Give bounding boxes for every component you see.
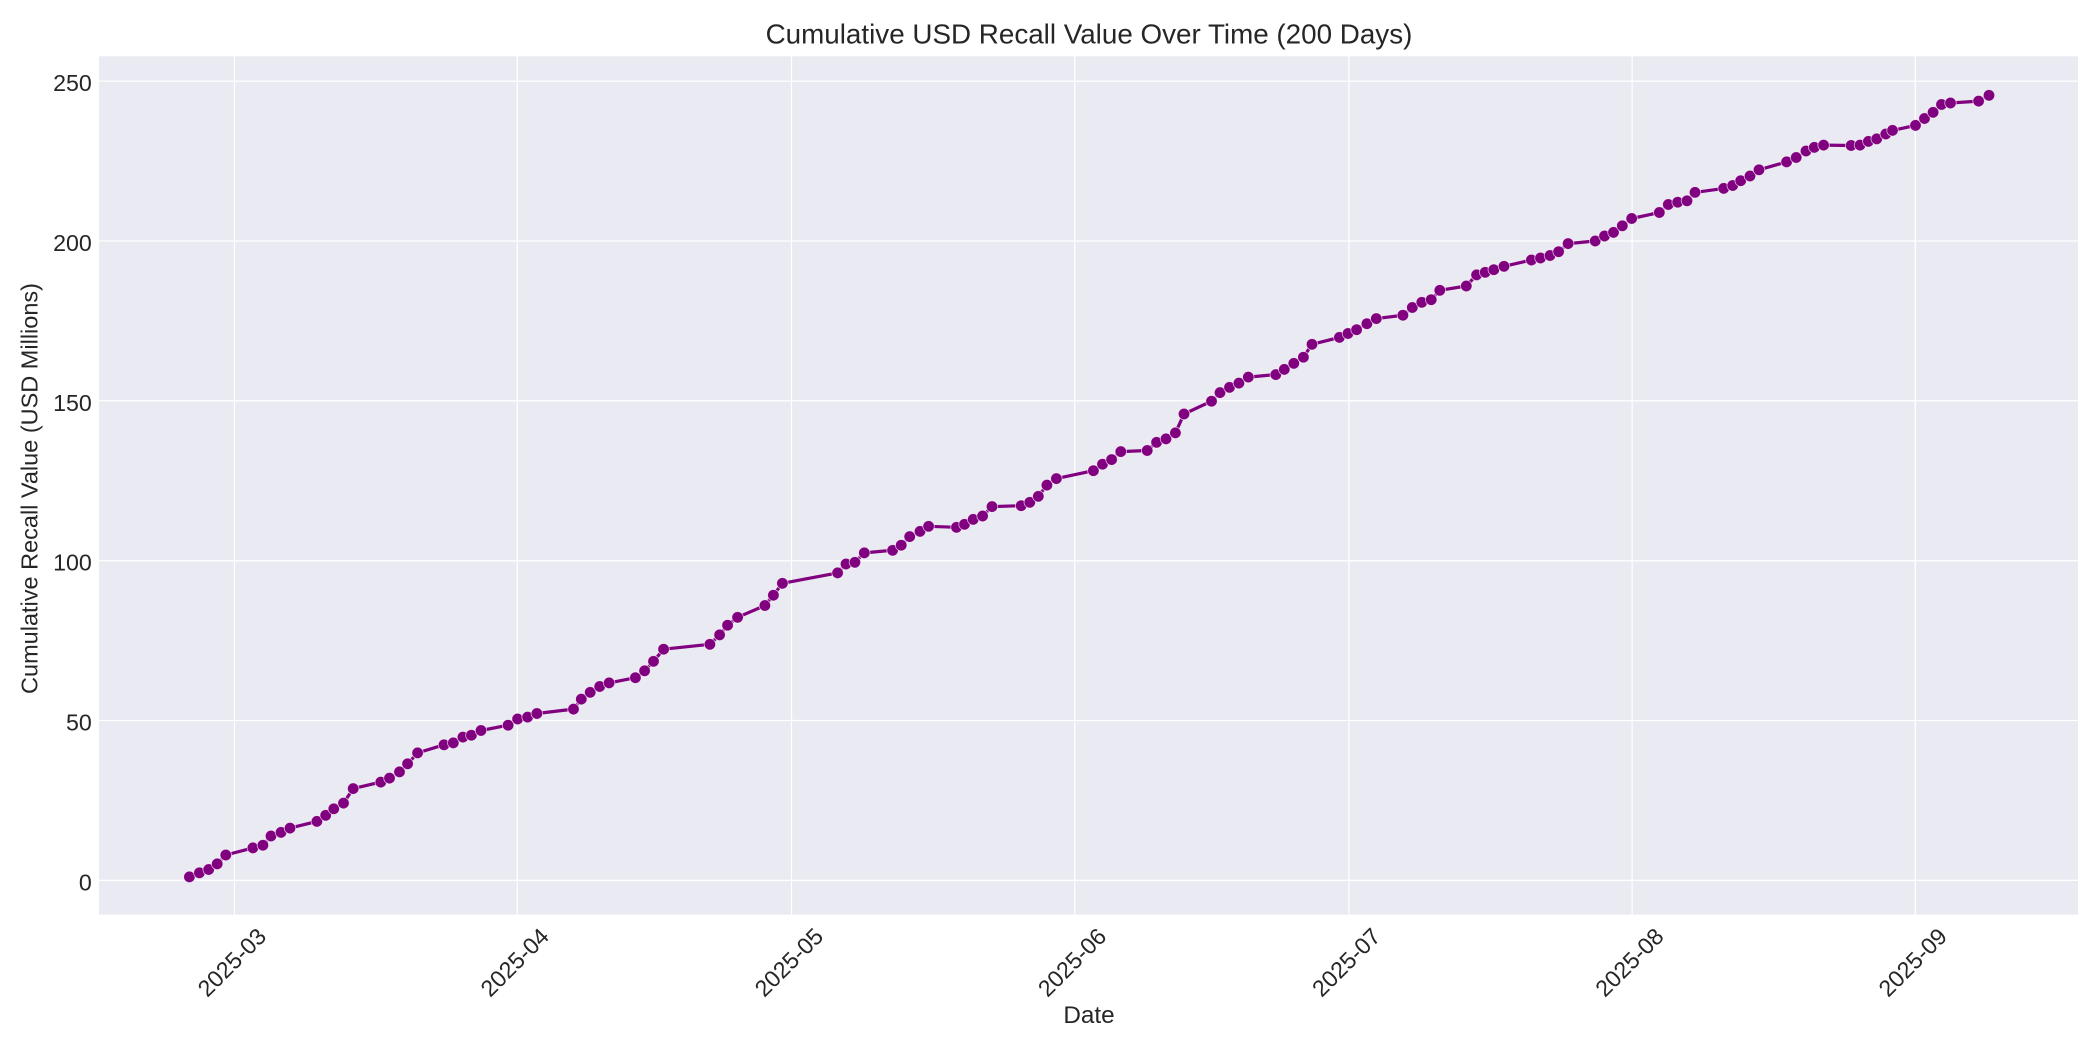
svg-text:Date: Date (1063, 1002, 1114, 1029)
svg-text:250: 250 (53, 70, 92, 96)
svg-text:0: 0 (79, 869, 92, 895)
svg-text:150: 150 (53, 390, 92, 416)
svg-text:100: 100 (53, 550, 92, 576)
svg-text:50: 50 (66, 710, 92, 736)
svg-text:Cumulative Recall Value (USD M: Cumulative Recall Value (USD Millions) (17, 283, 43, 694)
svg-text:200: 200 (53, 230, 92, 256)
svg-text:Cumulative USD Recall Value Ov: Cumulative USD Recall Value Over Time (2… (766, 19, 1413, 50)
